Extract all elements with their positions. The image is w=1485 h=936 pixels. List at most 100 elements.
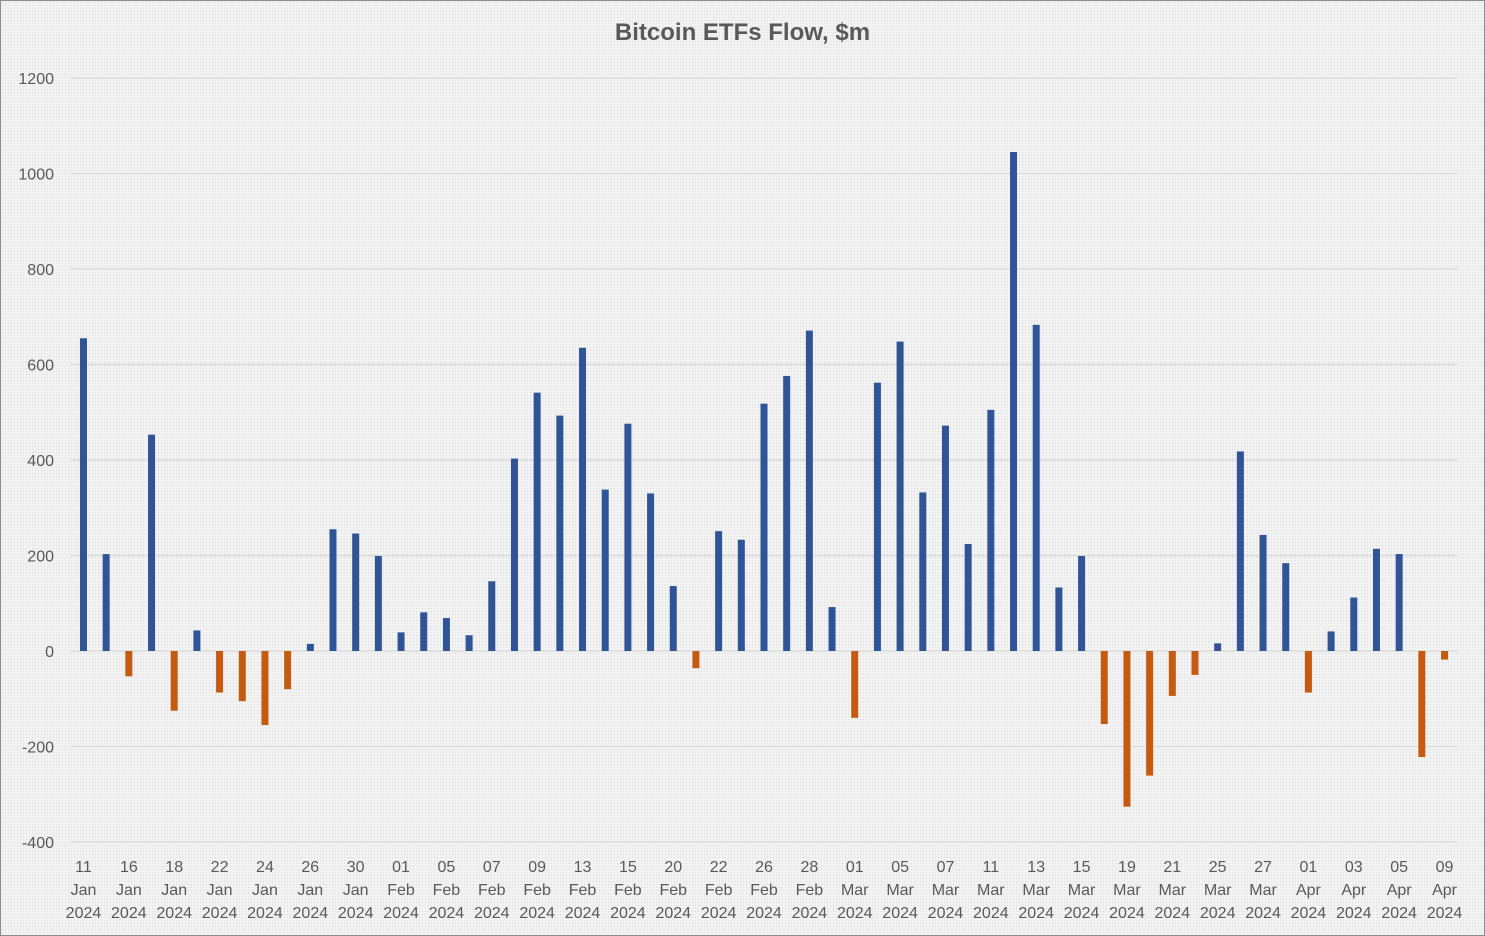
y-tick-label: -200 (22, 740, 54, 757)
bar (1100, 651, 1108, 725)
x-tick-label-line: 2024 (973, 905, 1009, 922)
x-tick-label: 22 Feb 2024 (701, 859, 737, 922)
x-tick-label-line: 15 (619, 859, 637, 876)
x-tick-label-line: Mar (977, 882, 1005, 899)
bar (828, 607, 836, 651)
y-tick-label: 400 (27, 453, 54, 470)
x-tick-label-line: Mar (841, 882, 869, 899)
x-tick-label-line: 07 (937, 859, 955, 876)
x-tick-label-line: Jan (116, 882, 142, 899)
x-tick-label-line: 05 (438, 859, 456, 876)
x-tick-label-line: 22 (710, 859, 728, 876)
x-tick-label-line: 2024 (474, 905, 510, 922)
bar (919, 492, 927, 651)
x-tick-label: 21 Mar 2024 (1155, 859, 1191, 922)
x-tick-label-line: Jan (161, 882, 187, 899)
bar (284, 651, 292, 690)
x-tick-label-line: 26 (755, 859, 773, 876)
y-tick-label: 0 (45, 644, 54, 661)
x-tick-label-line: 2024 (1109, 905, 1145, 922)
x-tick-label-line: Mar (932, 882, 960, 899)
x-tick-label: 25 Mar 2024 (1200, 859, 1236, 922)
x-tick-label-line: 2024 (429, 905, 465, 922)
x-tick-label: 13 Feb 2024 (565, 859, 601, 922)
x-tick-label-line: 2024 (1427, 905, 1463, 922)
x-tick-label: 09 Apr 2024 (1427, 859, 1463, 922)
bar (1123, 651, 1131, 807)
bar (352, 533, 360, 651)
x-tick-label-line: 13 (1027, 859, 1045, 876)
bar (329, 529, 337, 651)
x-tick-label-line: 01 (846, 859, 864, 876)
bar (306, 643, 314, 651)
x-tick-label-line: 2024 (1064, 905, 1100, 922)
bar (1304, 651, 1312, 693)
y-tick-label: 1000 (18, 167, 54, 184)
bar (805, 330, 813, 651)
x-tick-label-line: Feb (478, 882, 506, 899)
x-tick-label: 28 Feb 2024 (792, 859, 828, 922)
x-tick-label-line: 2024 (383, 905, 419, 922)
bar (488, 581, 496, 651)
x-tick-label-line: 2024 (1336, 905, 1372, 922)
x-tick-label-line: Feb (433, 882, 461, 899)
x-tick-label-line: 30 (347, 859, 365, 876)
x-tick-label: 01 Mar 2024 (837, 859, 873, 922)
x-tick-label-line: 28 (800, 859, 818, 876)
x-tick-label: 19 Mar 2024 (1109, 859, 1145, 922)
bar (1350, 597, 1358, 651)
x-tick-label-line: Mar (1249, 882, 1277, 899)
x-tick-label-line: Jan (343, 882, 369, 899)
bar (692, 651, 700, 669)
bar (760, 403, 768, 651)
x-tick-label: 05 Feb 2024 (429, 859, 465, 922)
x-tick-label-line: 11 (983, 859, 1000, 876)
chart-title: Bitcoin ETFs Flow, $m (614, 19, 871, 46)
bar (556, 415, 564, 651)
x-tick-label: 11 Mar 2024 (973, 859, 1009, 922)
bar (941, 425, 949, 651)
bar (896, 341, 904, 651)
x-tick-label-line: 2024 (202, 905, 238, 922)
x-tick-label-line: 2024 (701, 905, 737, 922)
x-tick-label-line: Mar (886, 882, 914, 899)
x-tick-label-line: 24 (256, 859, 274, 876)
x-tick-label: 03 Apr 2024 (1336, 859, 1372, 922)
x-tick-label-line: 26 (301, 859, 319, 876)
bar (170, 651, 178, 711)
x-tick-label-line: Feb (750, 882, 778, 899)
x-tick-label-line: 2024 (1200, 905, 1236, 922)
x-tick-label: 11 Jan 2024 (66, 859, 102, 922)
x-tick-label: 01 Feb 2024 (383, 859, 419, 922)
bar (533, 392, 541, 651)
bar (1236, 451, 1244, 651)
x-tick-label-line: 13 (574, 859, 592, 876)
x-tick-label-line: 2024 (565, 905, 601, 922)
bar (238, 651, 246, 702)
bar (1168, 651, 1176, 696)
bar (420, 612, 428, 651)
bar (715, 531, 723, 651)
x-tick-label-line: 05 (1390, 859, 1408, 876)
x-tick-label-line: Apr (1432, 882, 1458, 899)
x-tick-label-line: 09 (1436, 859, 1454, 876)
bar (1078, 555, 1086, 651)
x-tick-label-line: Jan (297, 882, 323, 899)
bar (669, 586, 677, 651)
bar (1395, 554, 1403, 651)
x-tick-label: 07 Feb 2024 (474, 859, 510, 922)
x-tick-label: 22 Jan 2024 (202, 859, 238, 922)
x-tick-label-line: 2024 (837, 905, 873, 922)
x-tick-label-line: Mar (1068, 882, 1096, 899)
y-tick-label: -400 (22, 835, 54, 852)
bar (397, 632, 405, 651)
x-tick-label-line: Mar (1022, 882, 1050, 899)
x-tick-label-line: Mar (1204, 882, 1232, 899)
bar (261, 651, 269, 726)
y-tick-label: 200 (27, 549, 54, 566)
bar (624, 423, 632, 651)
bar (102, 554, 110, 651)
x-tick-label-line: Mar (1113, 882, 1141, 899)
x-tick-label: 13 Mar 2024 (1018, 859, 1054, 922)
